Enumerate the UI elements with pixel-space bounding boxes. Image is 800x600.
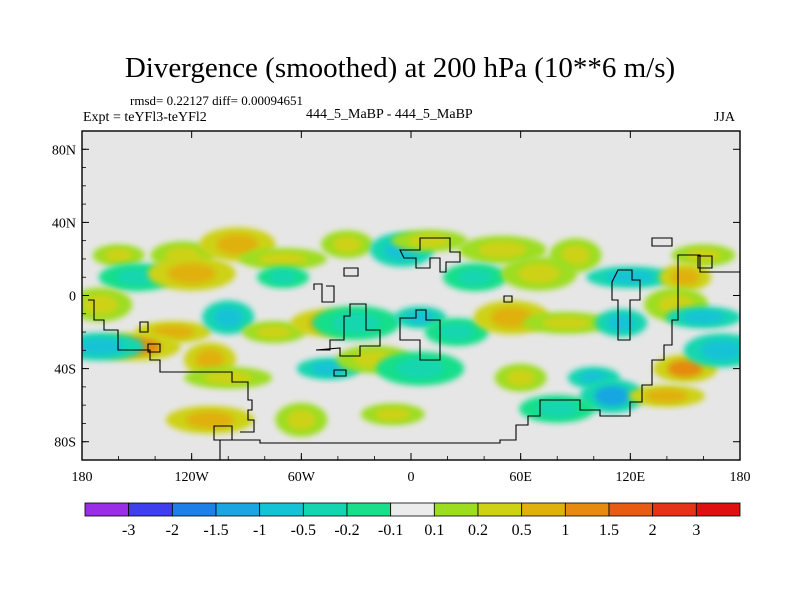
x-tick-label: 60E [509,470,532,485]
coastline-atlantic-islands [315,303,381,357]
colorbar-box [521,502,566,517]
colorbar-label: 1.5 [599,522,619,539]
divergence-core [375,407,411,421]
divergence-core [167,263,216,284]
colorbar-label: 0.5 [512,522,532,539]
coastline-maritime-continent [611,269,641,341]
divergence-core [682,310,725,325]
colorbar-box [390,502,435,517]
season-label: JJA [714,110,736,125]
colorbar-box [564,502,610,517]
divergence-core [82,294,118,315]
y-tick-label: 40S [54,363,76,378]
colorbar-box [477,502,523,517]
divergence-core [405,310,435,325]
colorbar-box [171,502,217,517]
experiment-label: Expt = teYFl3-teYFl2 [83,110,207,125]
x-tick-label: 180 [730,470,751,485]
colorbar-label: -3 [122,522,135,539]
divergence-core [311,362,347,376]
colorbar: -3 -2 -1.5 -1 -0.5 -0.2 -0.1 0.1 0.2 0.5 1 1.5 2 3 [84,502,741,539]
divergence-core [518,263,560,284]
y-tick-label: 80N [52,143,76,158]
colorbar-label: -0.2 [334,522,359,539]
coastline-antarctica [213,254,740,460]
colorbar-label: 2 [649,522,657,539]
coastline-africa-west [313,283,335,303]
colorbar-label: -1.5 [203,522,228,539]
x-tick-label: 120W [175,470,210,485]
divergence-core [439,323,475,341]
y-tick-label: 40N [52,216,76,231]
y-tick-label: 80S [54,436,76,451]
divergence-core [667,360,703,378]
divergence-core [216,234,259,255]
divergence-core [561,245,590,266]
colorbar-label: -0.1 [378,522,403,539]
divergence-core [457,268,493,286]
colorbar-box [259,502,304,517]
colorbar-label: 3 [692,522,700,539]
colorbar-label: 0.2 [468,522,488,539]
divergence-core [332,235,362,253]
colorbar-box [695,502,741,517]
colorbar-label: -0.5 [291,522,316,539]
colorbar-box [128,502,173,517]
divergence-field [82,227,740,437]
x-tick-label: 60W [288,470,316,485]
colorbar-box [215,502,261,517]
divergence-core [213,307,243,328]
colorbar-label: 0.1 [424,522,444,539]
coastline-indian-ocean [399,309,441,361]
divergence-core [408,234,451,248]
colorbar-label: 1 [561,522,569,539]
divergence-core [478,241,527,259]
divergence-core [645,389,688,403]
divergence-core [152,325,195,339]
divergence-core [542,316,591,330]
x-tick-label: 180 [72,470,93,485]
divergence-core [115,268,158,286]
coastline-africa [399,237,461,273]
x-tick-label: 0 [408,470,415,485]
divergence-core [185,411,235,429]
divergence-core [395,358,445,379]
divergence-core [700,340,740,361]
chart-title: Divergence (smoothed) at 200 hPa (10**6 … [124,52,676,84]
colorbar-label: -2 [166,522,179,539]
rmsd-label: rmsd= 0.22127 diff= 0.00094651 [130,93,303,108]
divergence-core [490,307,533,328]
colorbar-label: -1 [253,522,266,539]
divergence-core [104,248,133,262]
colorbar-box [84,502,130,517]
divergence-core [195,349,225,370]
divergence-core [670,268,700,286]
divergence-core [268,270,298,284]
divergence-core [258,252,308,266]
divergence-core [256,325,292,339]
axes: 180 120W 60W 0 60E 120E 180 80N 40N 0 40S 80S [52,131,751,485]
divergence-core [594,385,630,407]
coastlines [88,237,740,460]
colorbar-box [346,502,392,517]
colorbar-box [652,502,697,517]
divergence-core [82,338,125,356]
colorbar-box [433,502,479,517]
colorbar-box [608,502,654,517]
divergence-core [287,409,316,430]
y-tick-label: 0 [69,290,76,305]
divergence-core [506,369,535,387]
case-label: 444_5_MaBP - 444_5_MaBP [306,107,473,122]
divergence-core [606,270,655,284]
divergence-core [606,314,636,332]
coastline-pacific-islands [139,237,713,377]
divergence-core [204,371,253,385]
coastline-south-america [88,299,255,433]
x-tick-label: 120E [616,470,646,485]
colorbar-box [302,502,348,517]
divergence-core [536,400,579,418]
